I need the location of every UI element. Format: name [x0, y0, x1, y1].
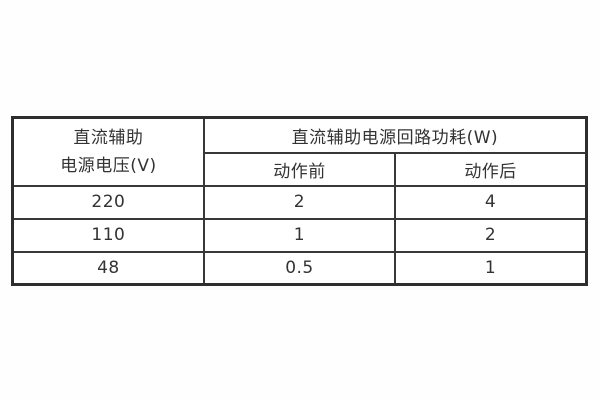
- cell-voltage: 48: [11, 250, 205, 286]
- header-voltage-line2: 电源电压(V): [60, 155, 157, 176]
- header-row-sub: 动作前 动作后: [13, 151, 588, 187]
- header-before-action-cell: 动作前: [202, 151, 397, 187]
- header-row-top: 直流辅助 电源电压(V) 直流辅助电源回路功耗(W): [11, 116, 588, 187]
- cell-power-before: 1: [202, 217, 397, 253]
- table-row-110v: 110 1 2: [11, 217, 588, 253]
- cell-power-after: 1: [394, 250, 588, 286]
- cell-voltage: 110: [11, 217, 205, 253]
- header-power-consumption-cell: 直流辅助电源回路功耗(W): [202, 116, 588, 154]
- header-voltage-line1: 直流辅助: [73, 127, 144, 148]
- cell-power-before: 0.5: [202, 250, 397, 286]
- header-voltage-cell: 直流辅助 电源电压(V): [11, 116, 205, 187]
- cell-power-after: 4: [394, 184, 588, 220]
- dc-auxiliary-power-consumption-table: 直流辅助 电源电压(V) 直流辅助电源回路功耗(W) 动作前 动作后 220 2…: [11, 116, 588, 286]
- cell-power-after: 2: [394, 217, 588, 253]
- table-row-48v: 48 0.5 1: [11, 250, 588, 286]
- table-row-220v: 220 2 4: [11, 184, 588, 220]
- header-after-action-cell: 动作后: [394, 151, 588, 187]
- cell-power-before: 2: [202, 184, 397, 220]
- cell-voltage: 220: [11, 184, 205, 220]
